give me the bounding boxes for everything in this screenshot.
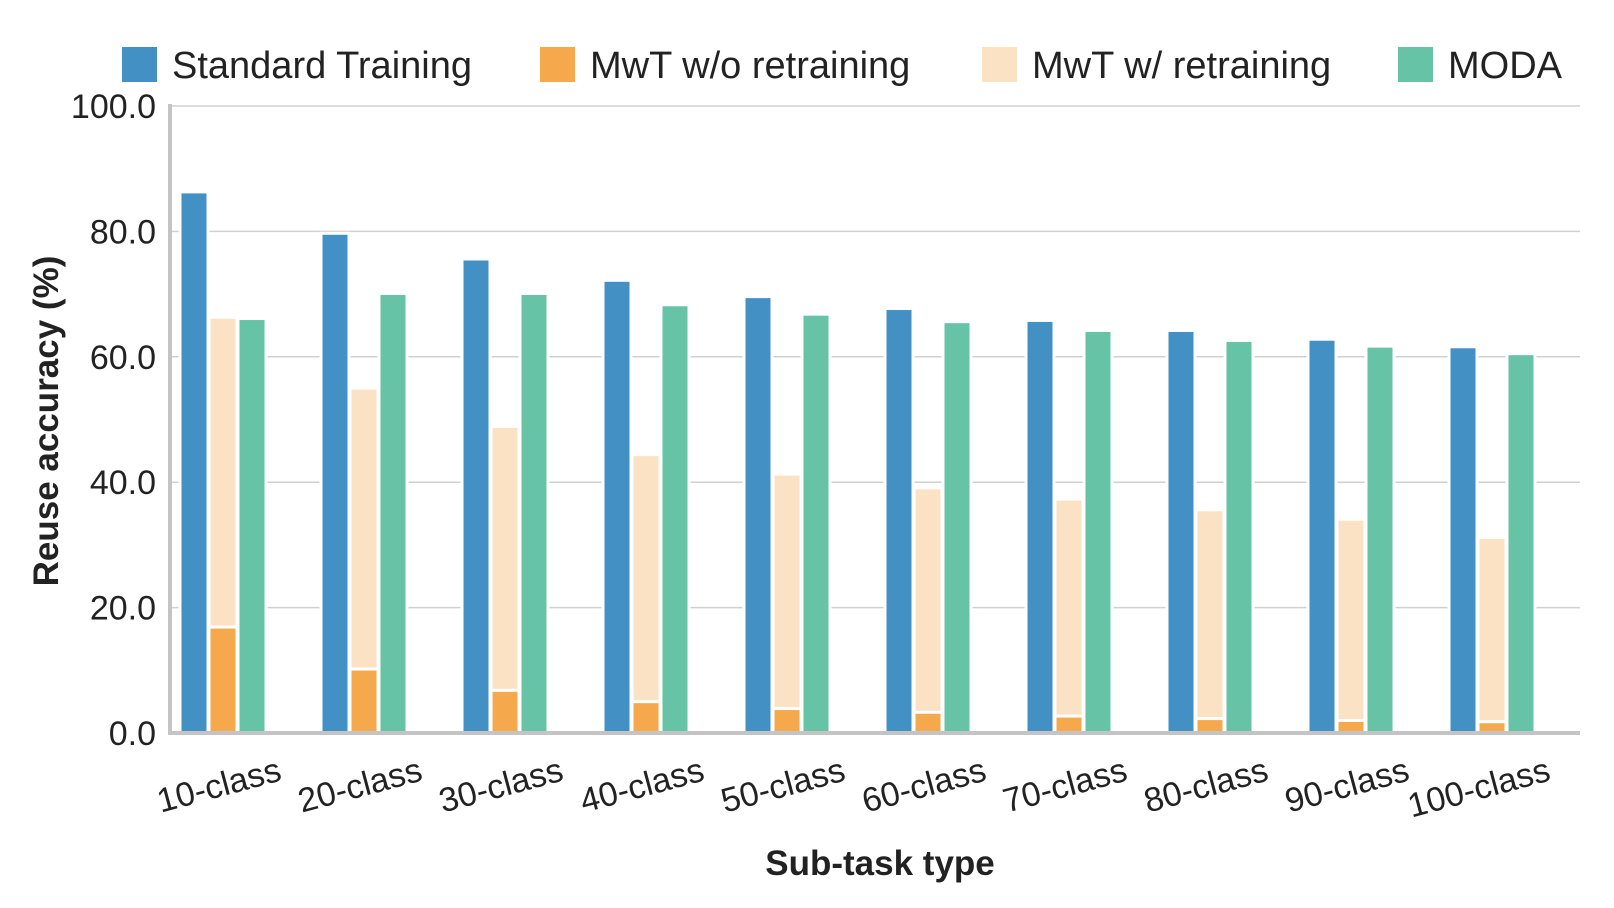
bar-moda-20-class [377, 291, 409, 735]
bar-group-60-class [883, 307, 973, 735]
x-tick-label: 30-class [435, 751, 567, 820]
legend-item-mwt-w-retraining: MwT w/ retraining [982, 45, 1331, 87]
x-tick-label: 100-class [1404, 751, 1554, 825]
legend-label: MwT w/ retraining [1032, 45, 1331, 87]
chart-legend: Standard Training MwT w/o retraining MwT w… [122, 45, 1563, 87]
bar-group-80-class [1165, 328, 1255, 735]
bar-mwt-w-o-retraining-40-class [630, 700, 662, 735]
bar-moda-60-class [941, 320, 973, 735]
y-tick-label: 60.0 [90, 339, 156, 377]
bar-mwt-w-retraining-90-class [1335, 517, 1367, 735]
bar-mwt-w-o-retraining-80-class [1194, 717, 1226, 735]
bar-group-90-class [1306, 337, 1396, 735]
x-axis-title: Sub-task type [765, 844, 995, 883]
bar-group-50-class [742, 295, 832, 735]
y-tick-label: 20.0 [90, 590, 156, 628]
x-tick-labels: 10-class 20-class 30-class 40-class 50-class… [153, 751, 1554, 825]
bar-standard-training-60-class [883, 307, 915, 735]
y-axis-title: Reuse accuracy (%) [27, 256, 66, 587]
bar-mwt-w-retraining-60-class [912, 486, 944, 735]
y-tick-label: 0.0 [109, 715, 156, 753]
bar-mwt-w-retraining-40-class [630, 453, 662, 735]
bar-standard-training-30-class [460, 257, 492, 735]
bar-mwt-w-o-retraining-50-class [771, 707, 803, 735]
bar-mwt-w-o-retraining-10-class [207, 625, 239, 735]
bar-mwt-w-o-retraining-30-class [489, 688, 521, 735]
legend-item-mwt-w-o-retraining: MwT w/o retraining [540, 45, 910, 87]
bar-standard-training-90-class [1306, 337, 1338, 735]
legend-swatch [1398, 47, 1433, 82]
x-tick-label: 50-class [717, 751, 849, 820]
bar-moda-30-class [518, 291, 550, 735]
legend-label: MODA [1448, 45, 1563, 87]
bar-group-20-class [319, 231, 409, 735]
bars [178, 190, 1537, 735]
bar-mwt-w-retraining-100-class [1476, 535, 1508, 735]
legend-label: MwT w/o retraining [590, 45, 910, 87]
legend-swatch [122, 47, 157, 82]
legend-item-standard-training: Standard Training [122, 45, 472, 87]
x-tick-label: 40-class [576, 751, 708, 820]
y-tick-label: 40.0 [90, 464, 156, 502]
bar-standard-training-50-class [742, 295, 774, 735]
bar-group-10-class [178, 190, 268, 735]
x-tick-label: 20-class [294, 751, 426, 820]
axes [168, 104, 1580, 735]
y-tick-label: 80.0 [90, 213, 156, 251]
bar-mwt-w-retraining-50-class [771, 472, 803, 735]
y-tick-label: 100.0 [71, 88, 156, 126]
bar-standard-training-80-class [1165, 328, 1197, 735]
x-tick-label: 60-class [858, 751, 990, 820]
bar-mwt-w-retraining-70-class [1053, 497, 1085, 735]
bar-mwt-w-o-retraining-70-class [1053, 714, 1085, 735]
legend-swatch [540, 47, 575, 82]
x-tick-label: 90-class [1281, 751, 1413, 820]
y-tick-labels: 0.0 20.0 40.0 60.0 80.0 100.0 [71, 88, 156, 753]
bar-group-40-class [601, 278, 691, 735]
bar-moda-40-class [659, 303, 691, 735]
legend-item-moda: MODA [1398, 45, 1563, 87]
bar-moda-100-class [1505, 352, 1537, 735]
bar-mwt-w-o-retraining-20-class [348, 667, 380, 735]
bar-group-30-class [460, 257, 550, 735]
bar-group-100-class [1447, 345, 1537, 735]
x-tick-label: 70-class [999, 751, 1131, 820]
bar-moda-10-class [236, 317, 268, 735]
bar-moda-80-class [1223, 338, 1255, 735]
bar-standard-training-10-class [178, 190, 210, 735]
bar-moda-50-class [800, 312, 832, 735]
bar-moda-70-class [1082, 328, 1114, 735]
legend-swatch [982, 47, 1017, 82]
bar-moda-90-class [1364, 344, 1396, 735]
x-tick-label: 80-class [1140, 751, 1272, 820]
bar-standard-training-20-class [319, 231, 351, 735]
bar-standard-training-100-class [1447, 345, 1479, 735]
bar-mwt-w-retraining-30-class [489, 424, 521, 735]
x-tick-label: 10-class [153, 751, 285, 820]
bar-group-70-class [1024, 318, 1114, 735]
bar-mwt-w-o-retraining-60-class [912, 710, 944, 735]
bar-standard-training-40-class [601, 278, 633, 735]
bar-mwt-w-retraining-80-class [1194, 508, 1226, 735]
bar-standard-training-70-class [1024, 318, 1056, 735]
legend-label: Standard Training [172, 45, 472, 87]
